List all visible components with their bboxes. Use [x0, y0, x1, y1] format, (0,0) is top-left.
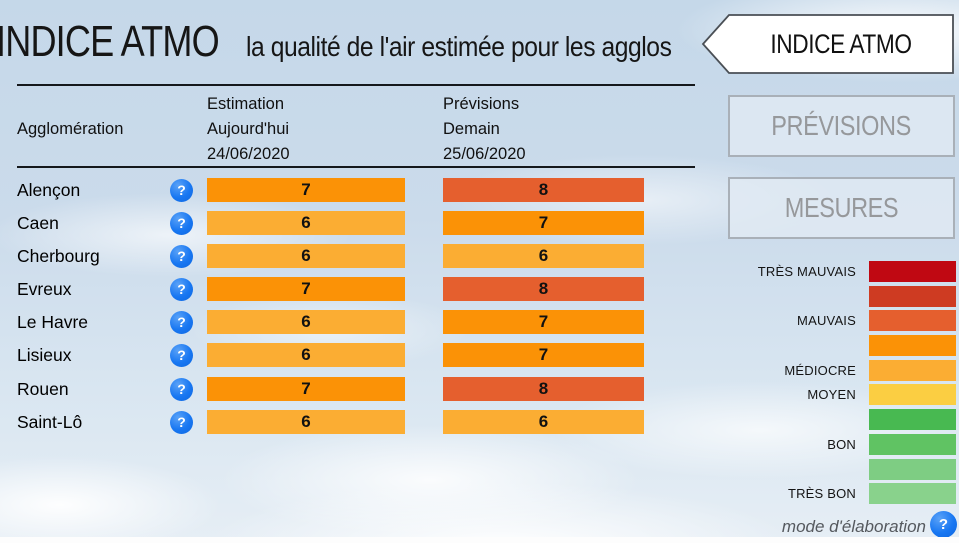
- legend-label: MAUVAIS: [797, 313, 856, 328]
- legend-row: BON: [690, 434, 956, 455]
- legend-color-bar: [869, 286, 956, 307]
- column-header-today: Estimation Aujourd'hui 24/06/2020: [207, 92, 290, 167]
- table-row: Caen ? 6 7: [0, 211, 700, 235]
- city-label: Le Havre: [17, 312, 89, 332]
- legend-color-bar: [869, 434, 956, 455]
- col-today-line2: Aujourd'hui: [207, 120, 290, 138]
- mode-elaboration-help-icon[interactable]: ?: [930, 511, 957, 538]
- tab-indice-atmo-label: INDICE ATMO: [770, 29, 912, 59]
- page-title-main: INDICE ATMO: [0, 17, 220, 66]
- city-label: Rouen: [17, 379, 69, 399]
- tab-mesures[interactable]: MESURES: [728, 177, 955, 239]
- legend-row: TRÈS BON: [690, 483, 956, 504]
- index-today: 7: [207, 377, 405, 401]
- index-tomorrow: 8: [443, 277, 644, 301]
- legend-label: MÉDIOCRE: [784, 363, 856, 378]
- table-row: Rouen ? 7 8: [0, 377, 700, 401]
- legend-row: [690, 286, 956, 307]
- legend-label: [690, 409, 856, 430]
- legend-color-bar: [869, 409, 956, 430]
- tab-previsions-label: PRÉVISIONS: [771, 110, 912, 141]
- table-row: Saint-Lô ? 6 6: [0, 410, 700, 434]
- legend-color-bar: [869, 310, 956, 331]
- legend-color-bar: [869, 459, 956, 480]
- index-today: 6: [207, 410, 405, 434]
- table-row: Evreux ? 7 8: [0, 277, 700, 301]
- index-today: 6: [207, 310, 405, 334]
- tab-mesures-label: MESURES: [784, 192, 899, 223]
- table-row: Lisieux ? 6 7: [0, 343, 700, 367]
- index-tomorrow: 6: [443, 410, 644, 434]
- column-header-tomorrow: Prévisions Demain 25/06/2020: [443, 92, 526, 167]
- bottom-edge-strip: [0, 537, 959, 543]
- legend-color-bar: [869, 360, 956, 381]
- arrow-tab-shape: [701, 14, 954, 74]
- legend-color-bar: [869, 483, 956, 504]
- legend-row: MOYEN: [690, 384, 956, 405]
- table-row: Le Havre ? 6 7: [0, 310, 700, 334]
- legend-label: [690, 335, 856, 356]
- city-label: Caen: [17, 213, 59, 233]
- legend-row: [690, 335, 956, 356]
- legend-row: TRÈS MAUVAIS: [690, 261, 956, 282]
- table-row: Cherbourg ? 6 6: [0, 244, 700, 268]
- index-today: 6: [207, 343, 405, 367]
- help-icon[interactable]: ?: [170, 411, 193, 434]
- help-icon[interactable]: ?: [170, 212, 193, 235]
- divider-top: [17, 84, 695, 86]
- index-tomorrow: 8: [443, 178, 644, 202]
- column-header-agglomeration: Agglomération: [17, 120, 124, 138]
- index-tomorrow: 8: [443, 377, 644, 401]
- city-label: Saint-Lô: [17, 412, 83, 432]
- index-today: 7: [207, 277, 405, 301]
- index-tomorrow: 7: [443, 211, 644, 235]
- legend-row: MÉDIOCRE: [690, 360, 956, 381]
- legend-color-bar: [869, 261, 956, 282]
- help-icon[interactable]: ?: [170, 278, 193, 301]
- table-row: Alençon ? 7 8: [0, 178, 700, 202]
- index-tomorrow: 6: [443, 244, 644, 268]
- page-title: INDICE ATMO la qualité de l'air estimée …: [0, 17, 729, 67]
- index-today: 6: [207, 244, 405, 268]
- col-tomorrow-line1: Prévisions: [443, 95, 520, 113]
- city-label: Lisieux: [17, 345, 72, 365]
- legend-label: TRÈS MAUVAIS: [757, 264, 856, 279]
- tab-indice-atmo[interactable]: INDICE ATMO: [699, 12, 956, 76]
- city-label: Cherbourg: [17, 246, 100, 266]
- page-subtitle: la qualité de l'air estimée pour les agg…: [245, 31, 672, 62]
- legend-label: [690, 459, 856, 480]
- col-today-line3: 24/06/2020: [207, 145, 290, 163]
- index-tomorrow: 7: [443, 310, 644, 334]
- index-today: 7: [207, 178, 405, 202]
- legend-label: MOYEN: [807, 387, 856, 402]
- col-tomorrow-line2: Demain: [443, 120, 500, 138]
- help-icon[interactable]: ?: [170, 311, 193, 334]
- help-icon[interactable]: ?: [170, 179, 193, 202]
- city-label: Alençon: [17, 180, 81, 200]
- legend-row: [690, 409, 956, 430]
- help-icon[interactable]: ?: [170, 245, 193, 268]
- city-label: Evreux: [17, 279, 72, 299]
- mode-elaboration-label: mode d'élaboration: [781, 517, 926, 536]
- legend-color-bar: [869, 335, 956, 356]
- legend-label: [690, 286, 856, 307]
- tab-previsions[interactable]: PRÉVISIONS: [728, 95, 955, 157]
- col-today-line1: Estimation: [207, 95, 285, 113]
- legend-label: BON: [827, 437, 856, 452]
- help-icon[interactable]: ?: [170, 344, 193, 367]
- legend-color-bar: [869, 384, 956, 405]
- legend-row: MAUVAIS: [690, 310, 956, 331]
- index-today: 6: [207, 211, 405, 235]
- divider-header: [17, 166, 695, 168]
- col-tomorrow-line3: 25/06/2020: [443, 145, 526, 163]
- legend-label: TRÈS BON: [787, 486, 856, 501]
- index-tomorrow: 7: [443, 343, 644, 367]
- legend-row: [690, 459, 956, 480]
- help-icon[interactable]: ?: [170, 378, 193, 401]
